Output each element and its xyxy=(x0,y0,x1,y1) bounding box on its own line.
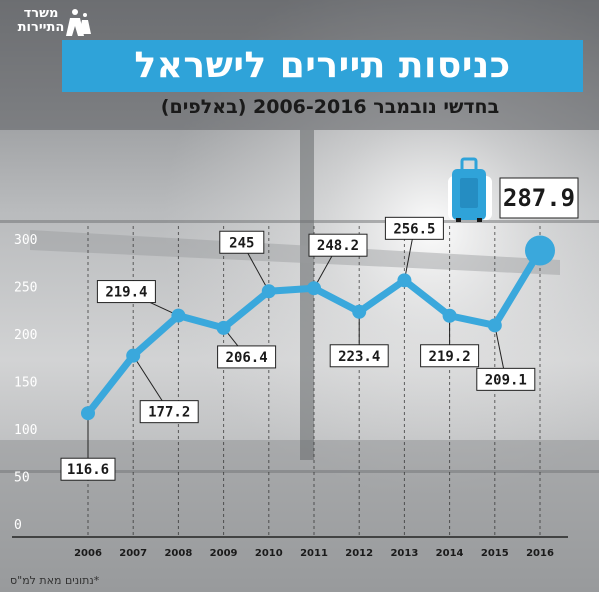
y-tick-100: 100 xyxy=(14,423,37,438)
data-point-2016 xyxy=(525,235,555,266)
x-tick-2013: 2013 xyxy=(390,548,418,559)
x-tick-2011: 2011 xyxy=(300,548,328,559)
data-label-box-2014 xyxy=(420,344,480,368)
data-label-box-2009 xyxy=(217,345,277,369)
y-tick-250: 250 xyxy=(14,281,37,296)
ministry-logo-icon xyxy=(66,9,91,36)
data-point-2010 xyxy=(261,284,276,299)
data-label-2010: 245 xyxy=(229,235,254,251)
data-point-2007 xyxy=(126,348,141,363)
data-label-box-2008 xyxy=(96,280,156,304)
data-label-2011: 248.2 xyxy=(317,238,359,254)
y-tick-50: 50 xyxy=(14,471,30,486)
data-label-box-2012 xyxy=(329,344,389,368)
x-tick-2007: 2007 xyxy=(119,548,147,559)
x-tick-2009: 2009 xyxy=(210,548,238,559)
data-point-2012 xyxy=(352,304,367,319)
y-tick-300: 300 xyxy=(14,233,37,248)
x-tick-2006: 2006 xyxy=(74,548,102,559)
data-point-2015 xyxy=(487,318,502,333)
data-label-2009: 206.4 xyxy=(226,350,268,366)
logo-line-2: התיירות xyxy=(17,20,65,35)
data-label-box-2007 xyxy=(139,400,199,424)
x-axis-ticks: 2006 2007 2008 2009 2010 2011 2012 2013 2014 2015… xyxy=(74,548,554,559)
data-label-box-2006 xyxy=(60,457,116,481)
data-label-box-2010 xyxy=(219,230,265,254)
logo-line-1: משרד xyxy=(23,6,59,21)
y-tick-150: 150 xyxy=(14,376,37,391)
y-tick-0: 0 xyxy=(14,518,22,533)
data-point-2009 xyxy=(216,320,231,335)
y-tick-200: 200 xyxy=(14,328,37,343)
data-point-2008 xyxy=(171,308,186,323)
data-points xyxy=(81,235,555,421)
data-label-2015: 209.1 xyxy=(485,372,527,388)
data-label-box-2013 xyxy=(384,216,444,240)
data-point-2014 xyxy=(442,308,457,323)
data-point-2013 xyxy=(397,273,412,288)
data-label-box-2016 xyxy=(499,177,579,219)
title-bar: כניסות תיירים לישראל xyxy=(62,40,583,92)
data-labels: 116.6 177.2 219.4 206.4 245 248.2 223.4 256.5 21… xyxy=(60,177,579,481)
suitcase-icon xyxy=(448,157,492,222)
data-label-box-2015 xyxy=(476,367,536,391)
x-tick-2010: 2010 xyxy=(255,548,283,559)
chart-title: כניסות תיירים לישראל xyxy=(134,45,511,86)
data-label-2012: 223.4 xyxy=(338,349,380,365)
data-point-2006 xyxy=(81,406,95,421)
source-note: *נתונים מאת למ"ס xyxy=(10,574,100,587)
data-label-2006: 116.6 xyxy=(67,462,109,478)
x-tick-2016: 2016 xyxy=(526,548,554,559)
x-tick-2012: 2012 xyxy=(345,548,373,559)
x-tick-2014: 2014 xyxy=(436,548,464,559)
data-label-2013: 256.5 xyxy=(393,221,435,237)
data-label-2008: 219.4 xyxy=(105,285,147,301)
data-label-2014: 219.2 xyxy=(429,349,471,365)
data-label-box-2011 xyxy=(308,233,368,257)
y-axis-ticks: 0 50 100 150 200 250 300 xyxy=(14,233,37,533)
grid-lines xyxy=(87,226,541,536)
data-point-2011 xyxy=(307,281,321,296)
x-tick-2008: 2008 xyxy=(164,548,192,559)
chart-subtitle: בחדשי נובמבר 2006-2016 (באלפים) xyxy=(160,96,500,118)
x-tick-2015: 2015 xyxy=(481,548,509,559)
data-label-2016: 287.9 xyxy=(503,184,575,212)
data-label-2007: 177.2 xyxy=(148,405,190,421)
